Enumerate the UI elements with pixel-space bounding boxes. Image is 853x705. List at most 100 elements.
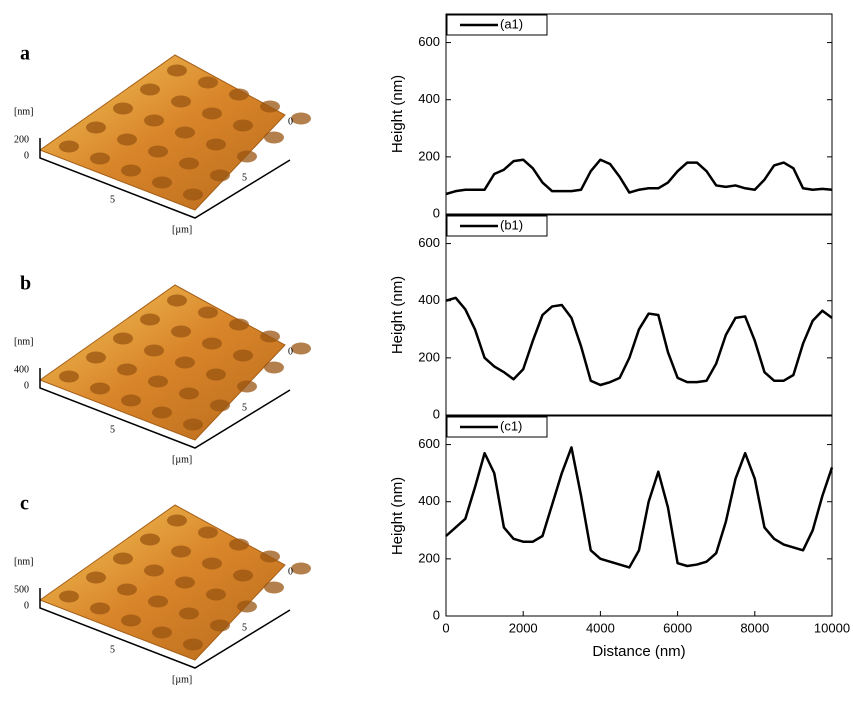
afm-pit — [59, 591, 79, 603]
afm-pit — [206, 369, 226, 381]
afm-pit — [233, 120, 253, 132]
afm-pit — [183, 639, 203, 651]
panel-label: a — [20, 43, 30, 65]
plot-frame — [446, 416, 832, 616]
afm-pit — [210, 400, 230, 412]
afm-pit — [210, 620, 230, 632]
data-line — [446, 298, 832, 385]
y-tick: 0 — [288, 116, 293, 127]
z-tick: 0 — [24, 600, 29, 611]
afm-pit — [202, 558, 222, 570]
z-unit: [nm] — [14, 336, 33, 347]
afm-pit — [148, 376, 168, 388]
x-tick: 5 — [110, 644, 115, 655]
y-tick-label: 600 — [418, 436, 440, 451]
xy-unit: [µm] — [172, 224, 192, 235]
afm-pit — [59, 141, 79, 153]
afm-pit — [291, 113, 311, 125]
afm-pit — [179, 388, 199, 400]
afm-pit — [121, 165, 141, 177]
afm-pit — [198, 307, 218, 319]
afm-pit — [260, 331, 280, 343]
data-line — [446, 160, 832, 194]
y-axis-label: Height (nm) — [389, 276, 406, 354]
y-tick-label: 0 — [433, 406, 440, 421]
afm-pit — [121, 395, 141, 407]
afm-pit — [291, 563, 311, 575]
y-tick-label: 600 — [418, 235, 440, 250]
afm-pit — [198, 77, 218, 89]
panel-label: c — [20, 493, 29, 515]
afm-pit — [171, 96, 191, 108]
y-tick: 5 — [242, 622, 247, 633]
afm-pit — [237, 381, 257, 393]
xy-unit: [µm] — [172, 674, 192, 685]
afm-pit — [113, 103, 133, 115]
afm-pit — [183, 189, 203, 201]
x-tick: 5 — [110, 194, 115, 205]
afm-pit — [167, 65, 187, 77]
y-tick: 5 — [242, 402, 247, 413]
afm-pit — [206, 139, 226, 151]
y-tick-label: 200 — [418, 349, 440, 364]
afm-pit — [206, 589, 226, 601]
z-tick: 500 — [14, 584, 29, 595]
z-tick: 400 — [14, 364, 29, 375]
afm-pit — [183, 419, 203, 431]
afm-pit — [140, 84, 160, 96]
z-unit: [nm] — [14, 106, 33, 117]
x-tick-label: 2000 — [509, 620, 538, 635]
afm-pit — [260, 101, 280, 113]
x-tick-label: 6000 — [663, 620, 692, 635]
data-line — [446, 447, 832, 567]
y-tick-label: 400 — [418, 91, 440, 106]
afm-pit — [144, 115, 164, 127]
y-tick: 0 — [288, 346, 293, 357]
y-tick: 0 — [288, 566, 293, 577]
afm-pit — [237, 601, 257, 613]
afm-pit — [202, 108, 222, 120]
z-tick: 0 — [24, 150, 29, 161]
afm-pit — [117, 134, 137, 146]
x-tick-label: 8000 — [740, 620, 769, 635]
afm-pit — [86, 572, 106, 584]
z-tick: 0 — [24, 380, 29, 391]
afm-pit — [152, 177, 172, 189]
xy-unit: [µm] — [172, 454, 192, 465]
afm-pit — [140, 534, 160, 546]
legend-label: (b1) — [500, 217, 523, 232]
panel-label: b — [20, 273, 31, 295]
y-tick-label: 0 — [433, 607, 440, 622]
afm-pit — [90, 383, 110, 395]
afm-panel: b [nm] 400 0 0 5 5 [µm] — [14, 273, 311, 466]
x-tick-label: 10000 — [814, 620, 850, 635]
afm-pit — [90, 153, 110, 165]
afm-pit — [179, 608, 199, 620]
afm-pit — [152, 407, 172, 419]
afm-pit — [175, 127, 195, 139]
afm-pit — [148, 596, 168, 608]
plot-frame — [446, 14, 832, 214]
afm-pit — [233, 350, 253, 362]
afm-pit — [117, 584, 137, 596]
z-tick: 200 — [14, 134, 29, 145]
afm-pit — [86, 122, 106, 134]
x-tick-label: 0 — [442, 620, 449, 635]
legend-label: (c1) — [500, 418, 522, 433]
afm-pit — [113, 333, 133, 345]
afm-pit — [171, 546, 191, 558]
afm-pit — [198, 527, 218, 539]
afm-pit — [237, 151, 257, 163]
x-tick: 5 — [110, 424, 115, 435]
afm-pit — [264, 132, 284, 144]
afm-pit — [86, 352, 106, 364]
afm-pit — [233, 570, 253, 582]
y-axis-label: Height (nm) — [389, 477, 406, 555]
afm-pit — [90, 603, 110, 615]
y-axis-label: Height (nm) — [389, 75, 406, 153]
afm-pit — [229, 89, 249, 101]
afm-pit — [291, 343, 311, 355]
afm-pit — [229, 539, 249, 551]
